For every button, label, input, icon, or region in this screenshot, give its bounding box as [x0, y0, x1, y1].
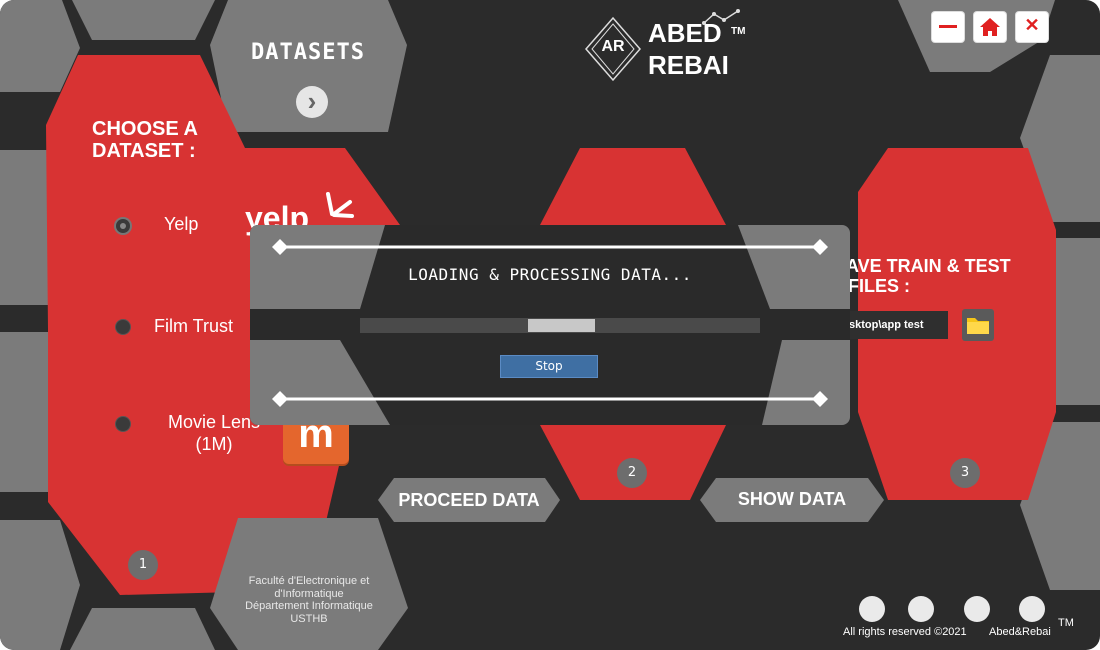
- save-path-field[interactable]: sktop\app test: [843, 311, 948, 339]
- choose-dataset-title: CHOOSE A DATASET :: [92, 118, 198, 162]
- datasets-label: DATASETS: [251, 40, 365, 65]
- step-badge-3: 3: [950, 458, 980, 488]
- stop-button[interactable]: Stop: [500, 355, 598, 378]
- brand-trademark: TM: [731, 26, 746, 37]
- loading-message: LOADING & PROCESSING DATA...: [408, 265, 692, 284]
- save-files-title: AVE TRAIN & TEST FILES :: [846, 256, 1011, 296]
- social-icon-3[interactable]: [964, 596, 990, 622]
- step-badge-1: 1: [128, 550, 158, 580]
- minimize-icon: [939, 25, 957, 28]
- yelp-burst-icon: [326, 192, 354, 218]
- radio-yelp[interactable]: [116, 219, 130, 233]
- movie-lens-label-line2: (1M): [195, 434, 233, 454]
- faculty-info: Faculté d'Electronique et d'Informatique…: [232, 575, 386, 625]
- proceed-data-button[interactable]: PROCEED DATA: [398, 490, 540, 510]
- trend-line-icon: [702, 9, 740, 25]
- faculty-line-2: d'Informatique: [274, 587, 344, 600]
- faculty-line-4: USTHB: [290, 612, 328, 625]
- faculty-line-3: Département Informatique: [245, 600, 373, 612]
- brand-name-line2: REBAI: [648, 50, 729, 80]
- show-data-button[interactable]: SHOW DATA: [737, 489, 847, 509]
- option-label-film-trust: Film Trust: [154, 316, 233, 336]
- choose-dataset-title-line2: DATASET :: [92, 140, 196, 162]
- copyright-text: All rights reserved ©2021: [843, 626, 967, 638]
- brand-monogram: AR: [601, 38, 625, 55]
- radio-movie-lens[interactable]: [116, 417, 130, 431]
- brand-logo-icon: [585, 16, 641, 82]
- save-files-title-line2: FILES :: [848, 276, 910, 296]
- social-icon-4[interactable]: [1019, 596, 1045, 622]
- social-icon-2[interactable]: [908, 596, 934, 622]
- faculty-line-1: Faculté d'Electronique et: [248, 575, 370, 587]
- close-icon: ✕: [1024, 15, 1040, 35]
- option-label-yelp: Yelp: [164, 214, 199, 234]
- chevron-right-icon: ›: [307, 86, 317, 116]
- credit-trademark: TM: [1058, 617, 1074, 629]
- progress-bar-fill: [528, 319, 595, 332]
- folder-icon: [967, 318, 989, 334]
- progress-bar: [360, 318, 760, 333]
- minimize-button[interactable]: [932, 12, 964, 42]
- option-label-movie-lens: Movie Lens (1M): [154, 411, 274, 455]
- movie-lens-label-line1: Movie Lens: [167, 412, 261, 432]
- social-icon-1[interactable]: [859, 596, 885, 622]
- radio-film-trust[interactable]: [116, 320, 130, 334]
- home-icon: [980, 18, 1000, 36]
- loading-dialog: LOADING & PROCESSING DATA... Stop: [250, 225, 850, 425]
- close-button[interactable]: ✕: [1016, 12, 1048, 42]
- datasets-next-button[interactable]: ›: [296, 86, 328, 118]
- home-button[interactable]: [974, 12, 1006, 42]
- credit-text: Abed&Rebai: [989, 626, 1051, 638]
- dialog-decoration: [250, 225, 850, 425]
- browse-folder-button[interactable]: [962, 309, 994, 341]
- step-badge-2: 2: [617, 458, 647, 488]
- choose-dataset-title-line1: CHOOSE A: [92, 118, 198, 140]
- brand-name-line1: ABED: [648, 18, 722, 48]
- save-files-title-line1: AVE TRAIN & TEST: [846, 256, 1011, 276]
